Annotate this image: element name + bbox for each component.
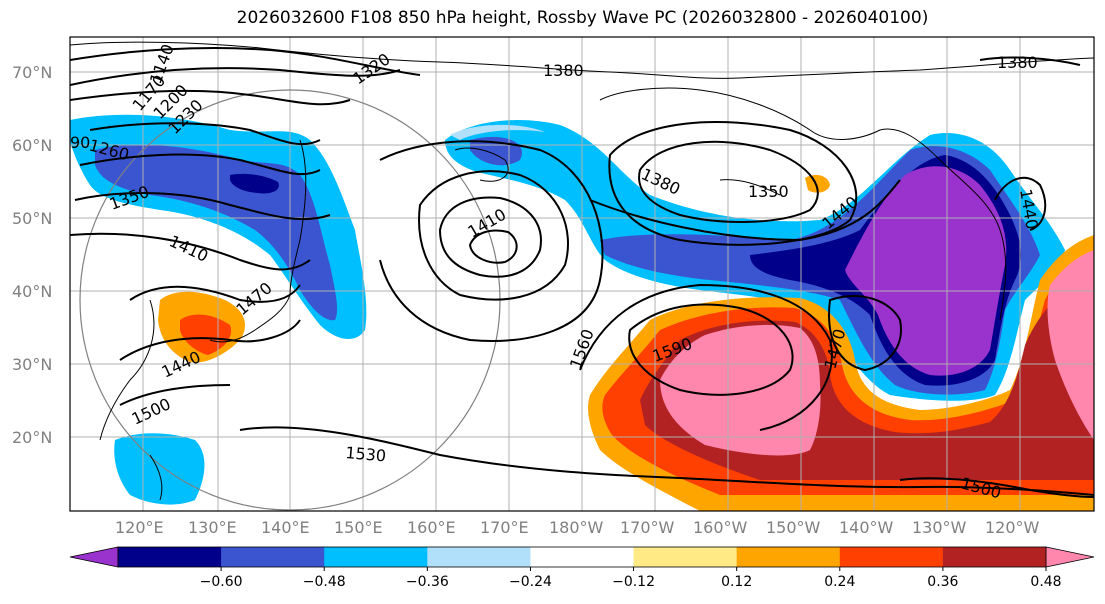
lat-label: 70°N <box>12 63 52 82</box>
colorbar-tick-label: 0.36 <box>927 574 958 590</box>
lat-label: 30°N <box>12 355 52 374</box>
colorbar-tick-label: −0.12 <box>612 574 655 590</box>
lon-label: 150°W <box>766 518 821 537</box>
colorbar-bin <box>427 547 531 567</box>
map-title: 2026032600 F108 850 hPa height, Rossby W… <box>236 8 929 28</box>
positive-field-west-coast-pink <box>1047 250 1094 440</box>
lon-label: 140°E <box>261 518 310 537</box>
colorbar-bin <box>530 547 635 567</box>
map-frame <box>69 36 1095 512</box>
negative-field-philippines <box>114 433 205 505</box>
latitude-labels: 70°N 60°N 50°N 40°N 30°N 20°N <box>12 63 52 447</box>
colorbar-tick-label: −0.48 <box>303 574 346 590</box>
colorbar-bins <box>118 547 1047 567</box>
colorbar-tick-label: 0.24 <box>824 574 855 590</box>
positive-field-east-pacific-pink <box>660 324 821 456</box>
contour-label: 1380 <box>997 53 1038 72</box>
colorbar-extend-min <box>69 546 119 568</box>
colorbar-tick-label: −0.60 <box>200 574 243 590</box>
colorbar-bin <box>839 547 944 567</box>
colorbar-bin <box>942 547 1047 567</box>
lon-label: 130°E <box>188 518 237 537</box>
contour-label: 90 <box>70 133 90 152</box>
colorbar-bin <box>736 547 841 567</box>
negative-field-north-pacific-light <box>450 124 545 140</box>
positive-cell-alaska <box>805 174 830 193</box>
colorbar-bin <box>633 547 738 567</box>
negative-field-north-pacific-purple <box>845 166 1007 376</box>
lon-label: 140°W <box>839 518 894 537</box>
colorbar-frame <box>117 546 1047 568</box>
colorbar-ticks: −0.60 −0.48 −0.36 −0.24 −0.12 0.12 0.24 0.36 0.4… <box>200 567 1062 590</box>
lon-label: 130°W <box>912 518 967 537</box>
contour-label: 1380 <box>543 61 584 80</box>
map-content: 1140 1170 1200 1230 1260 90 1320 1350 14… <box>70 37 1094 511</box>
lat-label: 60°N <box>12 136 52 155</box>
graticule <box>70 37 1094 511</box>
colorbar-tick-label: 0.48 <box>1030 574 1061 590</box>
coastlines <box>70 41 1094 501</box>
lat-label: 40°N <box>12 282 52 301</box>
negative-field-west-max <box>230 173 279 194</box>
contour-label: 1350 <box>748 182 789 201</box>
colorbar-bin <box>324 547 428 567</box>
colorbar: −0.60 −0.48 −0.36 −0.24 −0.12 0.12 0.24 0.36 0.4… <box>69 546 1095 590</box>
colorbar-extend-max <box>1045 546 1095 568</box>
longitude-labels: 120°E 130°E 140°E 150°E 160°E 170°E 180°… <box>115 518 1040 537</box>
lon-label: 150°E <box>334 518 383 537</box>
lon-label: 120°E <box>115 518 164 537</box>
colorbar-tick-label: −0.24 <box>509 574 552 590</box>
lon-label: 160°E <box>407 518 456 537</box>
colorbar-bin <box>221 547 325 567</box>
contour-label: 1530 <box>345 443 387 465</box>
height-contours <box>70 47 1094 498</box>
colorbar-bin <box>118 547 222 567</box>
lon-label: 180°W <box>549 518 604 537</box>
lat-label: 50°N <box>12 209 52 228</box>
colorbar-tick-label: 0.12 <box>721 574 752 590</box>
lon-label: 170°W <box>620 518 675 537</box>
lon-label: 170°E <box>480 518 529 537</box>
lon-label: 160°W <box>693 518 748 537</box>
lon-label: 120°W <box>985 518 1040 537</box>
colorbar-tick-label: −0.36 <box>406 574 449 590</box>
lat-label: 20°N <box>12 428 52 447</box>
